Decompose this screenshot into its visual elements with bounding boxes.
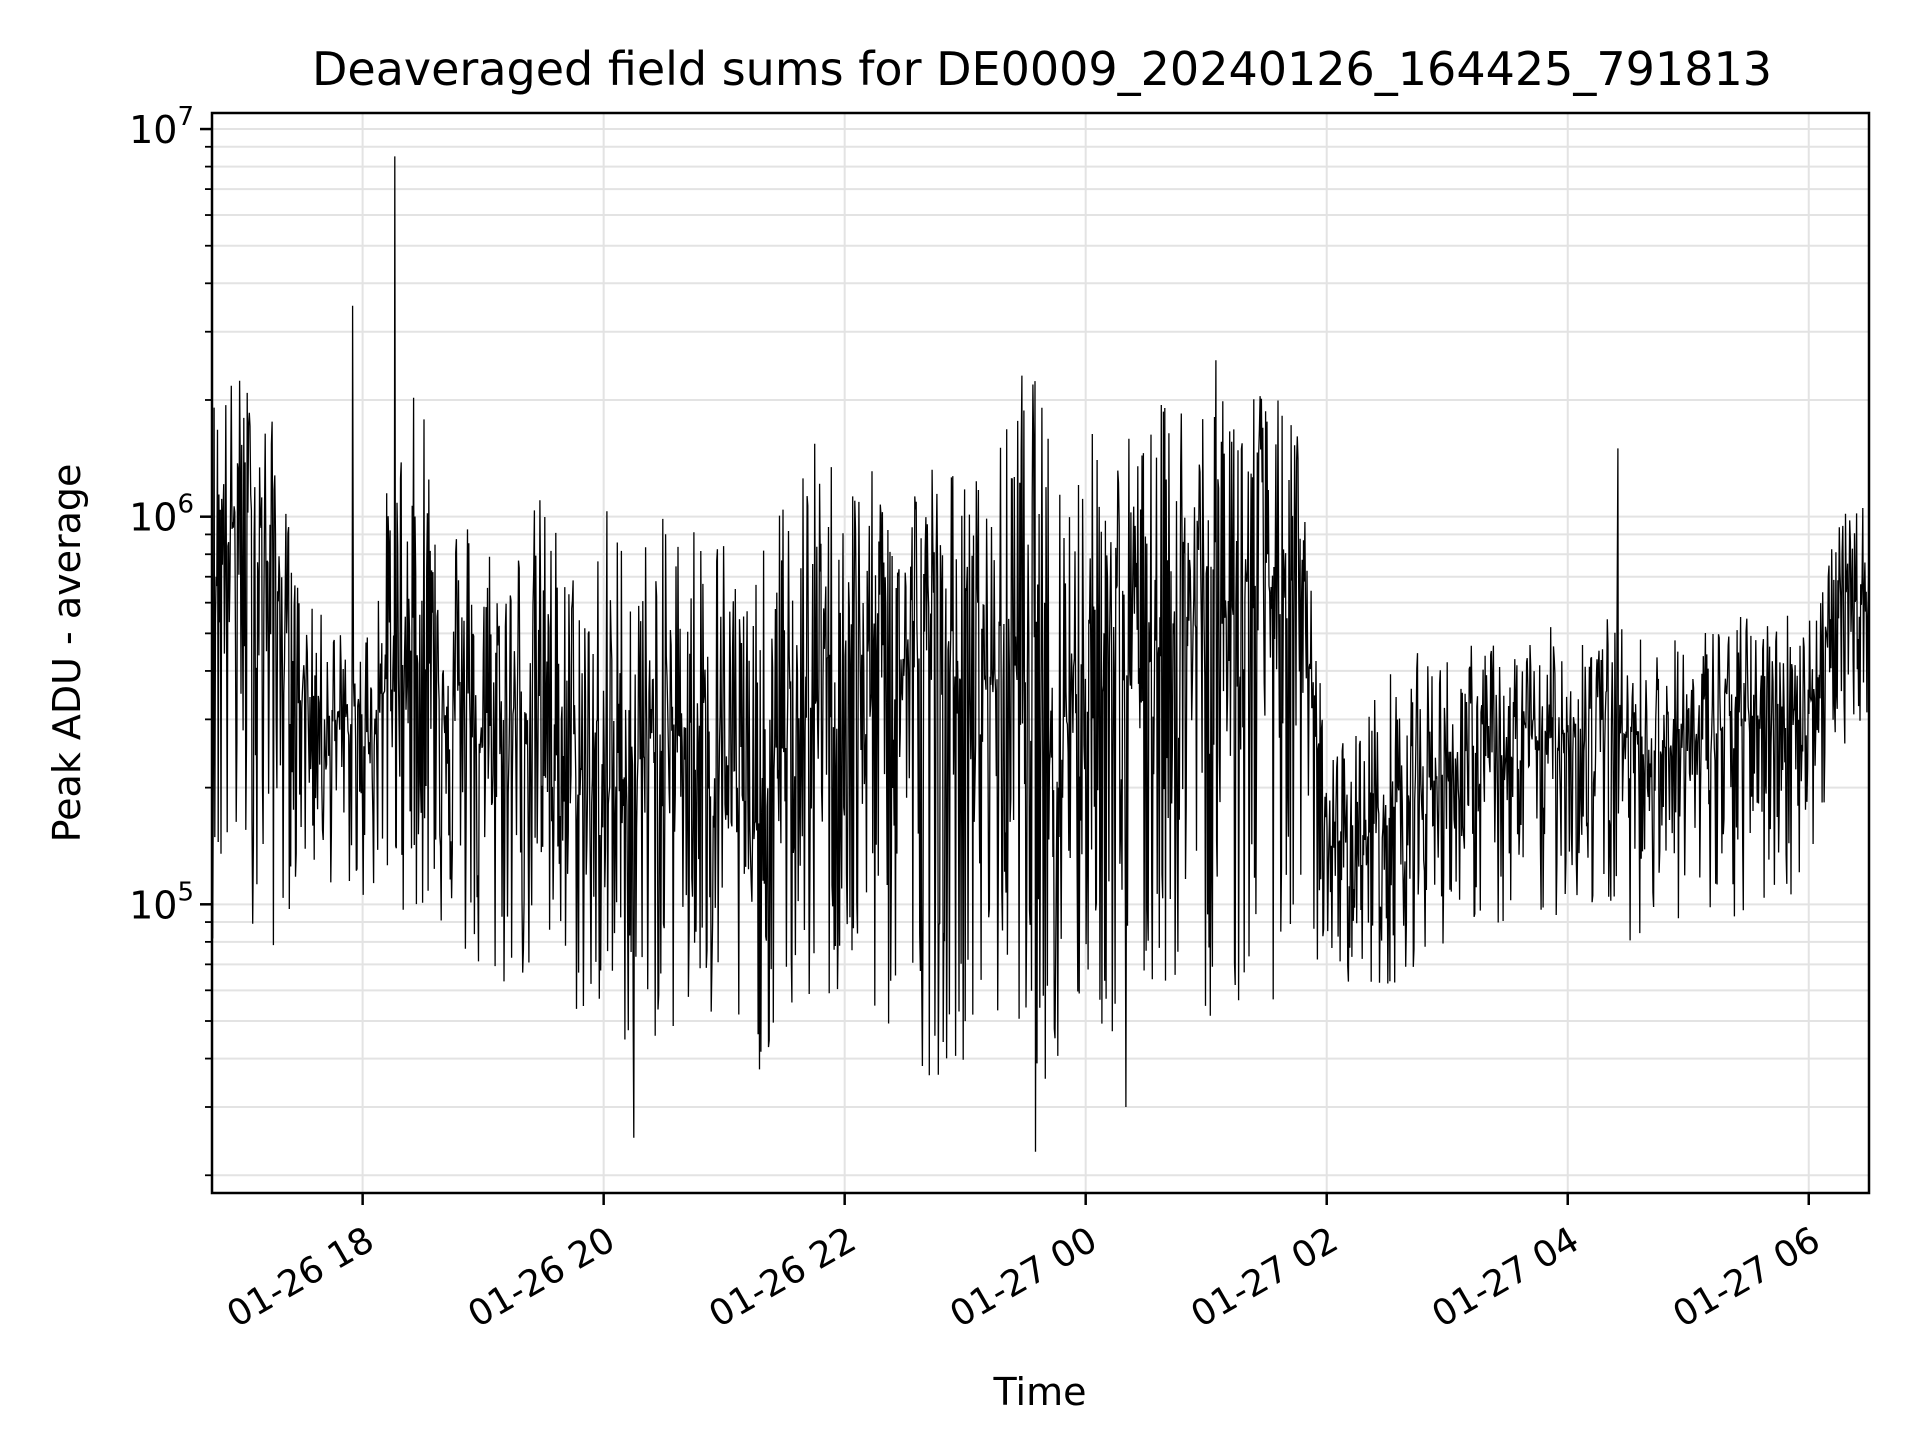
x-tick-label: 01-26 18 bbox=[220, 1219, 381, 1335]
x-tick-label: 01-27 04 bbox=[1425, 1219, 1586, 1335]
y-tick-base: 10 bbox=[129, 883, 177, 927]
x-tick-label: 01-27 02 bbox=[1184, 1219, 1345, 1335]
y-tick-label: 106 bbox=[129, 490, 194, 540]
y-tick-label: 107 bbox=[129, 102, 194, 152]
x-tick-label: 01-27 06 bbox=[1666, 1219, 1827, 1335]
x-tick-label: 01-26 20 bbox=[461, 1219, 622, 1335]
y-tick-label: 105 bbox=[129, 877, 194, 927]
series-trace bbox=[211, 156, 1870, 1152]
y-tick-base: 10 bbox=[129, 108, 177, 152]
y-tick-exponent: 7 bbox=[177, 102, 194, 132]
x-tick-label: 01-26 22 bbox=[702, 1219, 863, 1335]
y-axis-label: Peak ADU - average bbox=[45, 464, 89, 843]
plot-frame bbox=[210, 111, 1871, 1195]
y-tick-base: 10 bbox=[129, 496, 177, 540]
x-tick-label: 01-27 00 bbox=[943, 1219, 1104, 1335]
grid bbox=[212, 113, 1869, 1193]
x-axis-label: Time bbox=[993, 1370, 1087, 1414]
series-line bbox=[211, 156, 1870, 1152]
y-tick-exponent: 6 bbox=[177, 490, 194, 520]
chart-title: Deaveraged field sums for DE0009_2024012… bbox=[312, 42, 1772, 96]
x-axis: 01-26 18 01-26 20 01-26 22 01-27 00 01-27 02… bbox=[220, 1193, 1827, 1336]
y-tick-exponent: 5 bbox=[177, 877, 194, 907]
